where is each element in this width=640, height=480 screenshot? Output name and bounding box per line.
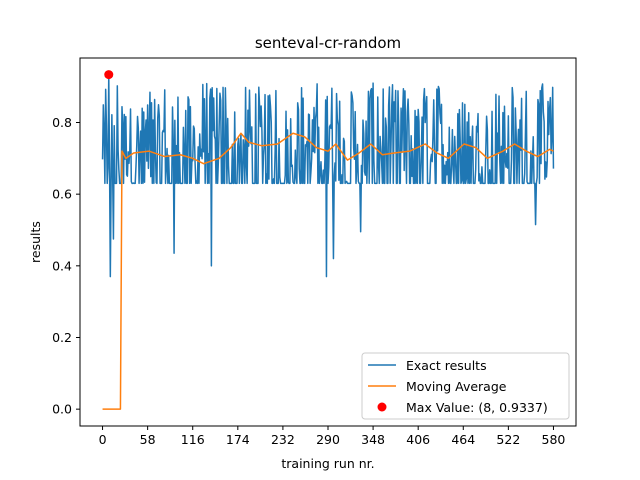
x-ticks: 0 58 116 174 232 290 348 406 464 522 580 [99,426,566,447]
x-tick-label: 348 [361,432,385,447]
plot-lines [101,70,555,410]
legend-max-swatch [377,402,387,412]
legend-exact-label: Exact results [406,358,487,373]
x-tick-label: 232 [271,432,295,447]
x-tick-label: 464 [451,432,475,447]
x-tick-label: 406 [406,432,430,447]
y-tick-label: 0.0 [52,402,72,417]
x-tick-label: 580 [542,432,566,447]
legend-max-label: Max Value: (8, 0.9337) [406,400,548,415]
y-ticks: 0.0 0.2 0.4 0.6 0.8 [52,115,80,417]
legend-box [361,352,570,420]
x-tick-label: 522 [496,432,520,447]
exact-results-line [101,73,555,278]
x-tick-label: 116 [181,432,205,447]
y-tick-label: 0.8 [52,115,72,130]
chart-title: senteval-cr-random [255,34,401,52]
x-tick-label: 0 [99,432,107,447]
y-tick-label: 0.2 [52,330,72,345]
y-axis-label: results [28,221,43,263]
y-tick-label: 0.4 [52,258,72,273]
max-value-point [104,70,114,80]
x-tick-label: 174 [226,432,250,447]
legend: Exact results Moving Average Max Value: … [361,352,570,420]
y-tick-label: 0.6 [52,187,72,202]
x-tick-label: 290 [316,432,340,447]
moving-average-line [102,132,554,410]
x-tick-label: 58 [140,432,156,447]
legend-moving-average-label: Moving Average [406,379,507,394]
x-axis-label: training run nr. [281,456,374,471]
